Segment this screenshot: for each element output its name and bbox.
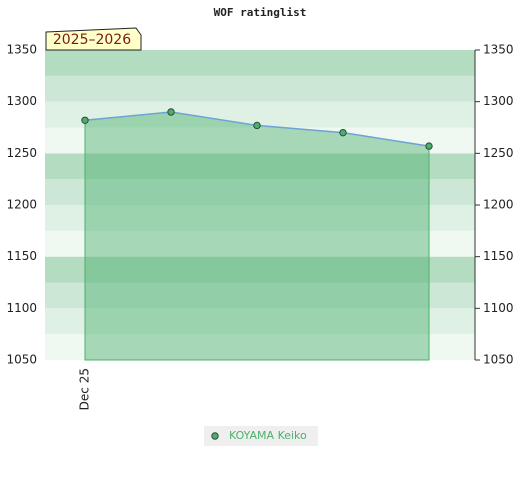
point xyxy=(253,121,261,130)
point xyxy=(81,116,89,124)
y2-tick-label: 1350 xyxy=(483,43,514,57)
y2-tick-label: 1100 xyxy=(483,301,514,315)
band xyxy=(45,308,475,335)
y2-tick-label: 1250 xyxy=(483,146,514,160)
y-tick-label: 1150 xyxy=(6,249,37,263)
band xyxy=(45,205,475,231)
legend-marker xyxy=(211,432,219,440)
area xyxy=(84,111,430,361)
y-tick-label: 1050 xyxy=(6,353,37,367)
legend-label: KOYAMA Keiko xyxy=(229,429,307,442)
y2-tick-label: 1050 xyxy=(483,353,514,367)
x-tick-label: Dec 25 xyxy=(78,368,92,410)
band xyxy=(45,75,475,102)
band xyxy=(45,50,475,76)
y-tick-label: 1350 xyxy=(6,43,37,57)
chart-title: WOF ratinglist xyxy=(214,6,307,19)
annotation: 2025–2026 xyxy=(53,32,131,48)
band xyxy=(45,230,475,257)
annotation-box xyxy=(45,27,142,51)
band xyxy=(45,256,475,283)
point xyxy=(339,128,347,137)
y2-tick-label: 1300 xyxy=(483,94,514,108)
y-tick-label: 1300 xyxy=(6,94,37,108)
y-tick-label: 1200 xyxy=(6,198,37,212)
band xyxy=(45,282,475,309)
band xyxy=(45,101,475,128)
band xyxy=(45,127,475,154)
legend-box xyxy=(204,426,318,446)
point xyxy=(425,142,433,150)
y2-tick-label: 1150 xyxy=(483,249,514,263)
band xyxy=(45,153,475,180)
band xyxy=(45,179,475,205)
point xyxy=(167,108,175,116)
y-tick-label: 1250 xyxy=(6,146,37,160)
y2-tick-label: 1200 xyxy=(483,198,514,212)
y-tick-label: 1100 xyxy=(6,301,37,315)
band xyxy=(45,334,475,360)
